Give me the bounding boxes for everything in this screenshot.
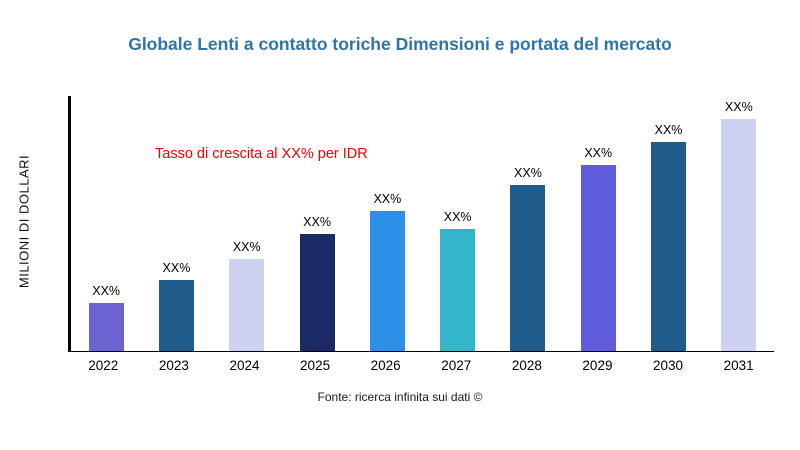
- x-tick-2022: 2022: [88, 358, 119, 373]
- bar-value-label-2028: XX%: [514, 166, 542, 181]
- bars-container: XX% XX% XX% XX% XX% XX% XX% XX% XX% XX%: [71, 96, 774, 351]
- source-text: Fonte: ricerca infinita sui dati ©: [317, 390, 483, 404]
- bar-value-label-2024: XX%: [232, 240, 261, 255]
- bar-column-2027: XX%: [422, 96, 492, 351]
- x-tick-2024: 2024: [229, 358, 260, 373]
- x-tick-2027: 2027: [441, 358, 472, 373]
- bar-2025: [299, 233, 335, 351]
- bar-2030: [651, 141, 687, 351]
- bar-2028: [510, 185, 546, 351]
- chart-title: Globale Lenti a contatto toriche Dimensi…: [128, 34, 672, 54]
- x-axis-ticks: 2022 2023 2024 2025 2026 2027 2028 2029 2030 2031: [68, 358, 774, 373]
- x-tick-2028: 2028: [511, 358, 542, 373]
- bar-value-label-2029: XX%: [584, 145, 613, 160]
- bar-value-label-2026: XX%: [373, 191, 402, 206]
- y-axis-label: MILIONI DI DOLLARI: [16, 154, 32, 289]
- bar-column-2026: XX%: [352, 96, 422, 351]
- bar-value-label-2031: XX%: [724, 99, 753, 114]
- x-tick-2023: 2023: [158, 358, 189, 373]
- x-tick-2025: 2025: [300, 358, 331, 373]
- bar-column-2023: XX%: [141, 96, 211, 351]
- x-tick-2030: 2030: [653, 358, 684, 373]
- bar-column-2031: XX%: [704, 96, 774, 351]
- bar-2023: [158, 279, 194, 351]
- bar-column-2024: XX%: [212, 96, 282, 351]
- x-tick-2029: 2029: [582, 358, 613, 373]
- plot-area: XX% XX% XX% XX% XX% XX% XX% XX% XX% XX% Tasso di …: [68, 96, 774, 352]
- bar-2022: [88, 302, 124, 351]
- x-tick-2031: 2031: [723, 358, 754, 373]
- bar-value-label-2023: XX%: [162, 260, 191, 275]
- bar-2029: [580, 164, 616, 351]
- x-tick-2026: 2026: [370, 358, 401, 373]
- bar-value-label-2025: XX%: [303, 214, 331, 229]
- bar-value-label-2022: XX%: [92, 283, 121, 298]
- bar-value-label-2030: XX%: [654, 122, 683, 137]
- bar-column-2028: XX%: [493, 96, 563, 351]
- bar-2024: [229, 259, 265, 351]
- bar-column-2025: XX%: [282, 96, 352, 351]
- bar-2031: [721, 118, 757, 351]
- bar-value-label-2027: XX%: [443, 209, 472, 224]
- bar-2027: [440, 228, 476, 351]
- bar-column-2030: XX%: [633, 96, 703, 351]
- bar-2026: [369, 210, 405, 351]
- bar-column-2029: XX%: [563, 96, 633, 351]
- bar-column-2022: XX%: [71, 96, 141, 351]
- growth-rate-annotation: Tasso di crescita al XX% per IDR: [155, 146, 368, 162]
